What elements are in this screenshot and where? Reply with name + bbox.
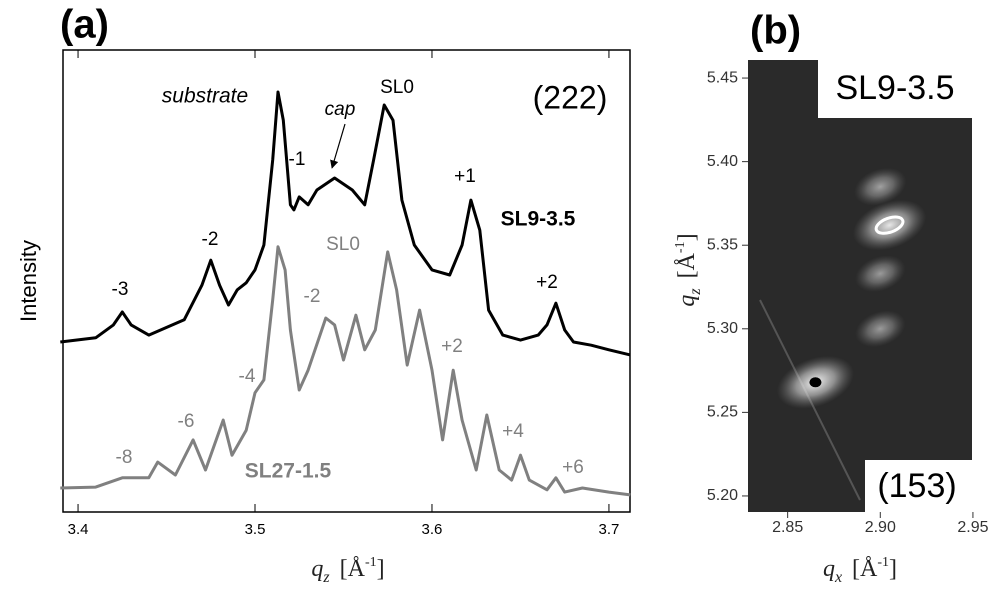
peak-label: -2 bbox=[202, 229, 219, 250]
axis-label: qz [Å-1] bbox=[673, 233, 704, 306]
axis-label-part: x bbox=[834, 569, 842, 586]
x-tick-label: 3.4 bbox=[68, 521, 89, 538]
axis-label-part: z bbox=[322, 569, 330, 586]
axis-label-part: ] bbox=[889, 556, 897, 582]
axis-label-part: q bbox=[674, 295, 700, 307]
axis-label-part: -1 bbox=[877, 555, 889, 570]
data-line bbox=[60, 245, 631, 497]
y-tick-label: 5.30 bbox=[707, 320, 738, 337]
annotation: cap bbox=[325, 99, 356, 120]
spot-core bbox=[809, 377, 822, 388]
peak-label: +2 bbox=[536, 272, 558, 293]
annotation: substrate bbox=[162, 85, 248, 108]
peak-label: -1 bbox=[289, 149, 306, 170]
peak-label: SL0 bbox=[380, 77, 414, 98]
y-axis-label: Intensity bbox=[16, 240, 41, 322]
y-tick-label: 5.45 bbox=[707, 69, 738, 86]
peak-label: SL0 bbox=[326, 234, 360, 255]
axis-label-part: z bbox=[687, 288, 704, 296]
axis-label-part: -1 bbox=[673, 241, 688, 253]
axis-label-part: [Å bbox=[340, 556, 366, 582]
label-box bbox=[865, 460, 974, 514]
axis-label: qx [Å-1] bbox=[823, 555, 897, 586]
axis-label-part: -1 bbox=[365, 555, 377, 570]
map-annotation: (153) bbox=[877, 467, 956, 505]
annotation: (222) bbox=[533, 79, 608, 115]
axis-label-part: ] bbox=[377, 556, 385, 582]
peak-label: +4 bbox=[502, 421, 524, 442]
map-spot bbox=[854, 167, 907, 206]
axis-label-part: q bbox=[311, 556, 323, 582]
x-tick-label: 2.85 bbox=[772, 519, 803, 536]
x-tick-label: 2.95 bbox=[957, 519, 988, 536]
spot-ring bbox=[874, 215, 905, 235]
axis-label-part: [Å bbox=[674, 252, 700, 278]
peak-label: +6 bbox=[562, 457, 584, 478]
panel-label: (b) bbox=[750, 9, 801, 53]
peak-label: -4 bbox=[239, 366, 256, 387]
map-spot bbox=[855, 310, 906, 348]
plot-frame bbox=[62, 49, 631, 513]
map-spot bbox=[855, 255, 906, 292]
y-tick-label: 5.40 bbox=[707, 153, 738, 170]
annotation-arrow bbox=[330, 123, 346, 169]
peak-label: -2 bbox=[304, 286, 321, 307]
x-tick-label: 3.6 bbox=[422, 521, 443, 538]
x-tick-label: 2.90 bbox=[865, 519, 896, 536]
series-label: SL9-3.5 bbox=[501, 208, 576, 231]
peak-label: -8 bbox=[116, 447, 133, 468]
data-line bbox=[60, 90, 631, 357]
axis-label-part: q bbox=[823, 556, 835, 582]
series-label: SL27-1.5 bbox=[245, 460, 332, 483]
axis-label: qz [Å-1] bbox=[311, 555, 384, 586]
peak-label: -6 bbox=[178, 411, 195, 432]
peak-label: -3 bbox=[112, 279, 129, 300]
map-label: SL9-3.5 bbox=[835, 69, 954, 107]
panel-label: (a) bbox=[60, 3, 109, 47]
y-tick-label: 5.25 bbox=[707, 404, 738, 421]
axis-label-part: ] bbox=[674, 233, 700, 241]
map-spot bbox=[852, 199, 927, 251]
peak-label: +2 bbox=[441, 336, 463, 357]
axis-label-part: [Å bbox=[852, 556, 878, 582]
label-box bbox=[818, 60, 974, 118]
y-tick-label: 5.20 bbox=[707, 487, 738, 504]
peak-label: +1 bbox=[454, 166, 476, 187]
x-tick-label: 3.7 bbox=[599, 521, 620, 538]
x-tick-label: 3.5 bbox=[245, 521, 266, 538]
y-tick-label: 5.35 bbox=[707, 236, 738, 253]
